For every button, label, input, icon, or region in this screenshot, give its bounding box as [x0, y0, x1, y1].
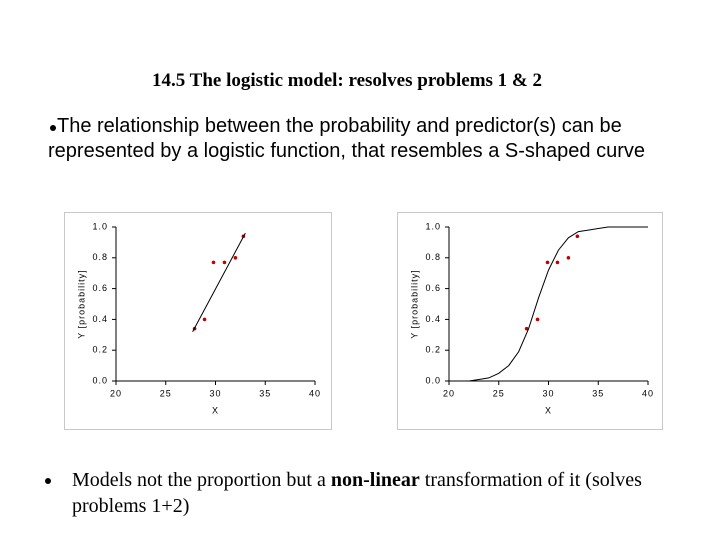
x-tick-label: 30	[209, 388, 221, 398]
y-tick-label: 0.8	[425, 252, 441, 262]
x-tick-label: 35	[259, 388, 271, 398]
fit-line	[192, 232, 246, 332]
y-tick-label: 0.8	[92, 252, 108, 262]
slide-title: 14.5 The logistic model: resolves proble…	[151, 70, 542, 91]
data-point	[555, 260, 560, 265]
y-tick-label: 0.2	[425, 345, 441, 355]
data-point	[202, 317, 207, 322]
y-tick-label: 0.0	[425, 375, 441, 385]
chart: 0.0 0.2 0.4 0.6 0.8 1.0 20 25 30 35 40 X Y [probabil…	[64, 212, 332, 430]
data-point	[233, 256, 238, 260]
y-axis-label: Y [probability]	[76, 269, 86, 338]
data-point	[211, 260, 216, 265]
x-tick-label: 40	[309, 388, 321, 398]
data-point	[524, 326, 529, 331]
y-tick-label: 0.6	[425, 283, 441, 293]
x-tick-label: 20	[110, 388, 122, 398]
y-tick-label: 0.4	[92, 314, 108, 324]
bullet-text: transformation of it (solves problems 1+…	[72, 469, 642, 517]
bullet-text: The relationship between the probability…	[48, 115, 645, 162]
bullet: The relationship between the probability…	[48, 114, 710, 164]
data-point	[575, 234, 580, 239]
data-point	[566, 256, 571, 260]
y-axis-label: Y [probability]	[409, 269, 419, 338]
x-tick-label: 30	[542, 388, 554, 398]
bullet: Models not the proportion but a non-line…	[72, 467, 672, 519]
y-tick-label: 1.0	[425, 221, 441, 231]
y-tick-label: 1.0	[92, 221, 108, 231]
fit-line	[449, 226, 648, 382]
x-tick-label: 25	[493, 388, 505, 398]
chart: 0.0 0.2 0.4 0.6 0.8 1.0 20 25 30 35 40 X Y [probabil…	[397, 212, 663, 430]
y-tick-label: 0.4	[425, 314, 441, 324]
data-point	[222, 260, 227, 265]
data-point	[535, 317, 540, 322]
data-point	[545, 260, 550, 265]
y-tick-label: 0.2	[92, 345, 108, 355]
y-tick-label: 0.0	[92, 375, 108, 385]
bullet-text-bold: non-linear	[330, 469, 420, 491]
bullet-text: Models not the proportion but a	[72, 469, 331, 491]
bullet-marker	[45, 478, 51, 484]
x-tick-label: 20	[443, 388, 455, 398]
bullet-marker	[50, 125, 56, 131]
x-axis-label: X	[545, 405, 552, 415]
x-tick-label: 40	[642, 388, 654, 398]
x-tick-label: 25	[160, 388, 172, 398]
x-tick-label: 35	[592, 388, 604, 398]
y-tick-label: 0.6	[92, 283, 108, 293]
x-axis-label: X	[212, 405, 219, 415]
